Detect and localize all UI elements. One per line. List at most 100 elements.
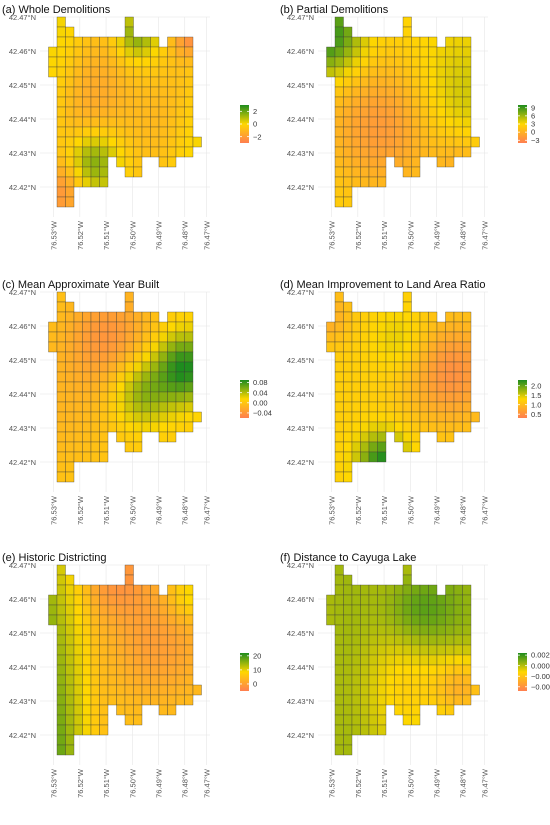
heatmap-cell: [394, 584, 404, 596]
heatmap-cell: [150, 351, 160, 363]
heatmap-cell: [65, 584, 75, 596]
heatmap-cell: [90, 724, 100, 736]
heatmap-cell: [116, 684, 126, 696]
heatmap-cell: [82, 371, 92, 383]
heatmap-cell: [65, 694, 75, 706]
heatmap-cell: [158, 704, 168, 716]
heatmap-cell: [377, 694, 387, 706]
heatmap-cell: [116, 86, 126, 98]
heatmap-cell: [56, 76, 66, 88]
heatmap-cell: [56, 604, 66, 616]
heatmap-cell: [56, 644, 66, 656]
heatmap-cell: [411, 664, 421, 676]
heatmap-cell: [436, 341, 446, 353]
heatmap-cell: [436, 684, 446, 696]
heatmap-cell: [462, 146, 472, 158]
heatmap-cell: [428, 604, 438, 616]
heatmap-cell: [368, 614, 378, 626]
heatmap-cell: [436, 136, 446, 148]
heatmap-cell: [368, 391, 378, 403]
heatmap-cell: [133, 694, 143, 706]
heatmap-cell: [428, 46, 438, 58]
heatmap-cell: [462, 106, 472, 118]
heatmap-cell: [351, 644, 361, 656]
heatmap-cell: [82, 341, 92, 353]
heatmap-cell: [73, 624, 83, 636]
heatmap-cell: [184, 311, 194, 323]
heatmap-cell: [419, 86, 429, 98]
heatmap-cell: [445, 56, 455, 68]
heatmap-cell: [445, 634, 455, 646]
heatmap-cell: [124, 634, 134, 646]
heatmap-cell: [368, 106, 378, 118]
heatmap-cell: [419, 56, 429, 68]
heatmap-cell: [445, 46, 455, 58]
heatmap-cell: [462, 694, 472, 706]
legend-tick-label: 20: [253, 651, 261, 660]
heatmap-cell: [428, 644, 438, 656]
heatmap-cell: [385, 311, 395, 323]
heatmap-cell: [82, 321, 92, 333]
heatmap-cell: [73, 106, 83, 118]
heatmap-cell: [124, 624, 134, 636]
heatmap-cell: [175, 401, 185, 413]
heatmap-cell: [56, 584, 66, 596]
heatmap-cell: [116, 371, 126, 383]
heatmap-cell: [90, 351, 100, 363]
heatmap-cell: [141, 341, 151, 353]
heatmap-cell: [107, 126, 117, 138]
heatmap-cell: [175, 584, 185, 596]
heatmap-cell: [90, 614, 100, 626]
heatmap-cell: [351, 401, 361, 413]
heatmap-cell: [73, 704, 83, 716]
heatmap-cell: [436, 331, 446, 343]
heatmap-cell: [343, 311, 353, 323]
heatmap-cell: [99, 654, 109, 666]
heatmap-cell: [48, 46, 58, 58]
heatmap-cell: [368, 704, 378, 716]
y-tick-label: 42.47°N: [9, 561, 36, 570]
heatmap-cell: [150, 654, 160, 666]
heatmap-cell: [124, 146, 134, 158]
heatmap-cell: [99, 451, 109, 463]
heatmap-cell: [436, 624, 446, 636]
heatmap-cell: [82, 604, 92, 616]
heatmap-cell: [150, 371, 160, 383]
heatmap-cell: [133, 46, 143, 58]
heatmap-cell: [385, 584, 395, 596]
y-tick-label: 42.45°N: [287, 356, 314, 365]
heatmap-cell: [343, 684, 353, 696]
heatmap-cell: [90, 604, 100, 616]
heatmap-cell: [368, 634, 378, 646]
heatmap-cell: [133, 624, 143, 636]
legend-tick-label: 0.0025: [531, 651, 550, 660]
heatmap-cell: [124, 654, 134, 666]
heatmap-cell: [419, 664, 429, 676]
heatmap-cell: [141, 381, 151, 393]
heatmap-cell: [419, 644, 429, 656]
heatmap-cell: [107, 401, 117, 413]
heatmap-cell: [343, 574, 353, 586]
heatmap-cell: [107, 341, 117, 353]
y-tick-label: 42.42°N: [9, 183, 36, 192]
heatmap-cell: [368, 441, 378, 453]
heatmap-cell: [445, 341, 455, 353]
heatmap-cell: [184, 594, 194, 606]
heatmap-cell: [326, 341, 336, 353]
heatmap-cell: [402, 421, 412, 433]
heatmap-cell: [402, 371, 412, 383]
heatmap-cell: [65, 371, 75, 383]
heatmap-cell: [56, 461, 66, 473]
heatmap-cell: [402, 574, 412, 586]
heatmap-cell: [82, 664, 92, 676]
heatmap-cell: [377, 311, 387, 323]
heatmap-cell: [428, 391, 438, 403]
heatmap-cell: [167, 431, 177, 443]
heatmap-cell: [90, 311, 100, 323]
legend-tick-label: 0: [253, 120, 257, 129]
heatmap-cell: [65, 421, 75, 433]
y-tick-label: 42.47°N: [287, 13, 314, 22]
heatmap-cell: [334, 614, 344, 626]
heatmap-cell: [402, 301, 412, 313]
